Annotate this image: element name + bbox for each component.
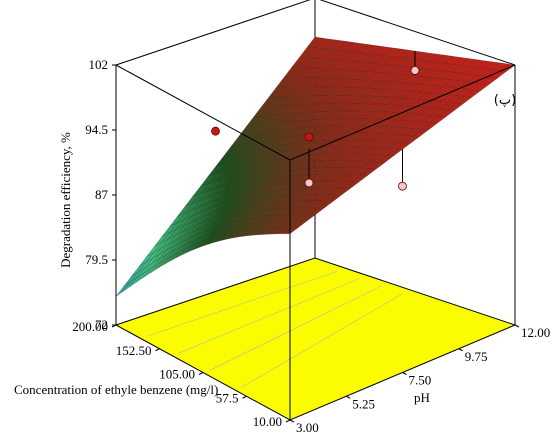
x-axis-label: Concentration of ethyle benzene (mg/l) — [14, 382, 218, 397]
x-tick-label: 57.5 — [216, 390, 239, 405]
y-tick-label: 3.00 — [296, 420, 319, 435]
y-axis-ticks: 3.00 5.25 7.50 9.75 12.00 — [289, 324, 550, 435]
y-tick — [289, 419, 295, 423]
floor-contour — [178, 278, 360, 354]
y-tick — [346, 395, 351, 399]
x-tick-label: 200.00 — [72, 319, 108, 334]
z-tick-label: 102 — [89, 57, 109, 72]
design-point — [304, 178, 314, 188]
front-box-lines — [115, 64, 516, 420]
box-edge — [319, 0, 516, 66]
design-point — [304, 132, 314, 142]
x-tick — [155, 348, 160, 352]
z-tick-label: 94.5 — [85, 122, 108, 137]
y-tick-label: 12.00 — [521, 325, 550, 340]
y-axis-label: pH — [414, 390, 430, 405]
x-tick-label: 10.00 — [253, 414, 282, 429]
x-tick — [111, 324, 117, 328]
z-axis-ticks: 72 79.5 87 94.5 102 — [85, 57, 116, 332]
x-tick — [242, 395, 247, 399]
surface-cell — [115, 281, 131, 297]
y-tick — [514, 324, 520, 328]
x-tick-label: 105.00 — [159, 367, 195, 382]
response-surface — [115, 36, 516, 297]
x-axis-ticks: 200.00 152.50 105.00 57.5 10.00 — [72, 319, 291, 429]
floor-contour — [209, 285, 382, 371]
z-tick-label: 72 — [95, 317, 108, 332]
box-edge — [115, 0, 311, 66]
y-tick-label: 7.50 — [409, 373, 432, 388]
box-edge — [289, 64, 516, 161]
y-tick — [402, 372, 407, 375]
z-axis-label: Degradation efficiency, % — [58, 132, 73, 268]
x-tick-label: 152.50 — [116, 343, 152, 358]
z-tick-label: 79.5 — [85, 252, 108, 267]
box-edge — [115, 64, 291, 161]
design-points — [211, 51, 420, 191]
z-tick-label: 87 — [95, 187, 109, 202]
y-tick — [458, 348, 463, 352]
design-point — [398, 181, 407, 191]
floor-contour — [241, 293, 404, 388]
panel-label: (پ) — [494, 93, 516, 108]
design-point — [410, 66, 420, 75]
design-point — [211, 126, 220, 136]
y-tick-label: 5.25 — [352, 396, 375, 411]
floor-contour — [147, 271, 338, 337]
x-tick — [198, 372, 204, 375]
x-tick — [285, 419, 291, 423]
y-tick-label: 9.75 — [465, 349, 488, 364]
